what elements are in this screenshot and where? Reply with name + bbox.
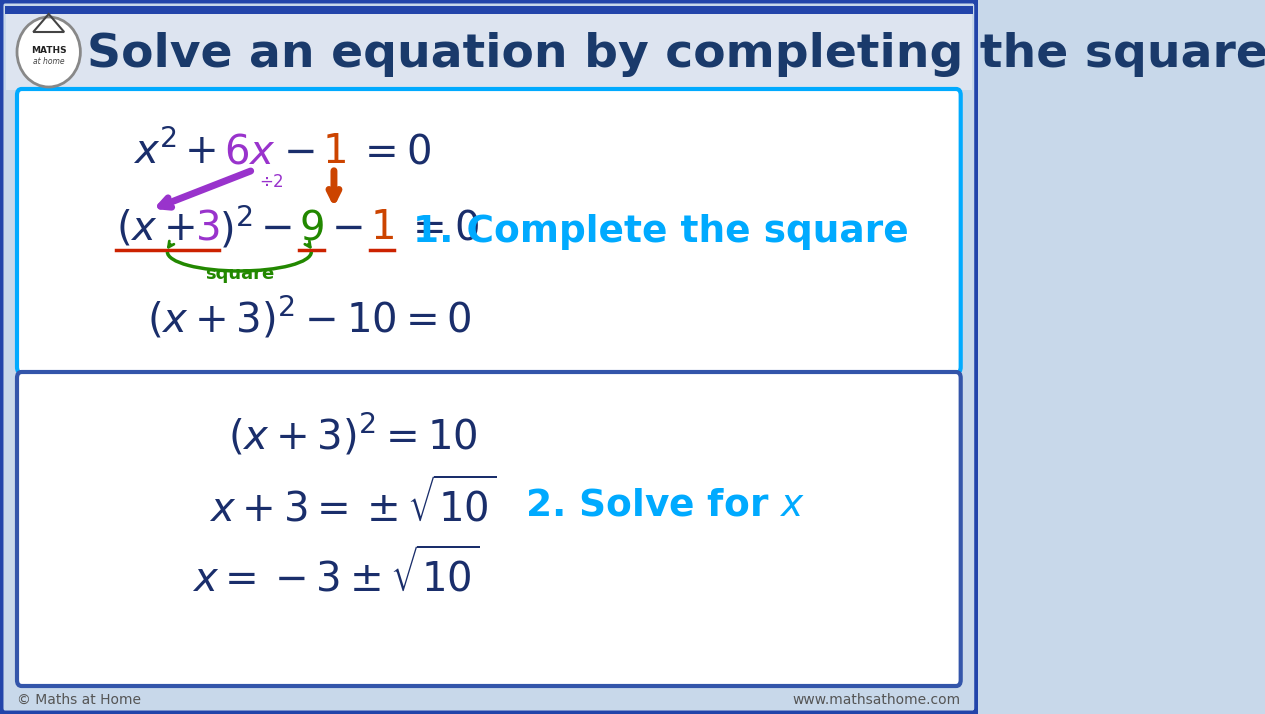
Text: at home: at home — [33, 56, 65, 66]
Text: $-$: $-$ — [283, 132, 315, 172]
Text: www.mathsathome.com: www.mathsathome.com — [793, 693, 960, 707]
Text: $\div 2$: $\div 2$ — [258, 173, 283, 191]
Ellipse shape — [16, 17, 81, 87]
FancyBboxPatch shape — [16, 89, 960, 373]
Text: $(x + 3)^2 = 10$: $(x + 3)^2 = 10$ — [228, 412, 478, 458]
FancyArrowPatch shape — [161, 171, 250, 207]
Text: $1$: $1$ — [323, 132, 345, 172]
FancyBboxPatch shape — [6, 8, 972, 90]
Text: $6x$: $6x$ — [224, 132, 276, 172]
FancyArrowPatch shape — [329, 171, 339, 199]
Text: MATHS: MATHS — [30, 46, 67, 54]
Text: $= 0$: $= 0$ — [357, 132, 431, 172]
Text: $x = -3 \pm \sqrt{10}$: $x = -3 \pm \sqrt{10}$ — [192, 549, 479, 600]
Text: $(x + 3)^2 - 10 = 0$: $(x + 3)^2 - 10 = 0$ — [147, 295, 472, 341]
Text: $+$: $+$ — [185, 132, 216, 172]
Text: $)^2$: $)^2$ — [219, 205, 252, 251]
Text: $= 0$: $= 0$ — [405, 208, 479, 248]
Text: Solve an equation by completing the square: Solve an equation by completing the squa… — [86, 31, 1265, 76]
Text: $1$: $1$ — [371, 208, 395, 248]
Bar — [5, 6, 973, 14]
Text: square: square — [205, 265, 275, 283]
Text: $x^2$: $x^2$ — [133, 131, 177, 173]
Text: 1. Complete the square: 1. Complete the square — [412, 214, 908, 250]
Text: $9$: $9$ — [299, 208, 324, 248]
FancyBboxPatch shape — [0, 0, 978, 714]
Text: 2. Solve for $x$: 2. Solve for $x$ — [525, 487, 805, 523]
Text: $-$: $-$ — [259, 208, 291, 248]
Text: $(x+$: $(x+$ — [116, 208, 195, 248]
Text: $x + 3 = \pm\sqrt{10}$: $x + 3 = \pm\sqrt{10}$ — [209, 479, 496, 531]
Text: $-$: $-$ — [331, 208, 363, 248]
Text: $3$: $3$ — [195, 208, 219, 248]
Text: © Maths at Home: © Maths at Home — [16, 693, 140, 707]
FancyBboxPatch shape — [16, 372, 960, 686]
